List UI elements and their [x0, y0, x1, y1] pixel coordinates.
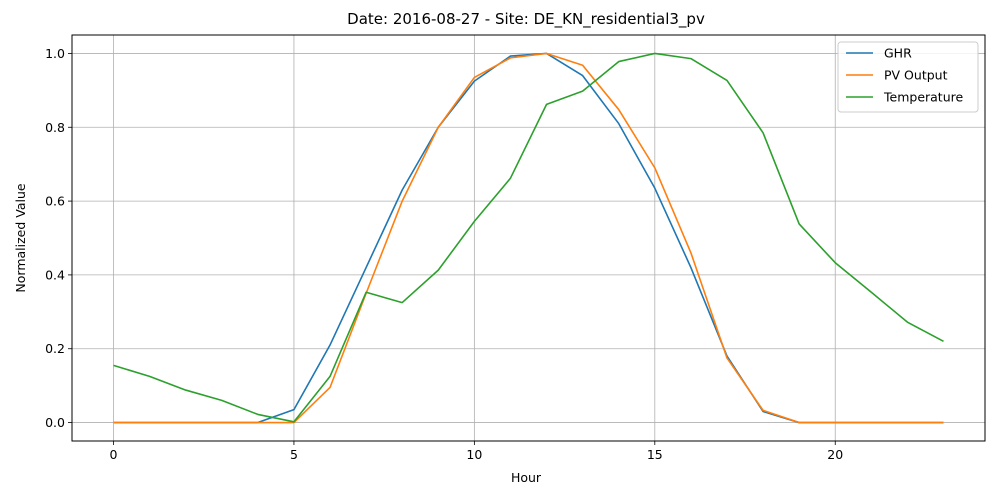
series-lines	[113, 52, 944, 424]
plot-frame	[71, 34, 986, 442]
chart-title: Date: 2016-08-27 - Site: DE_KN_residenti…	[347, 10, 705, 29]
legend-label-ghr: GHR	[884, 46, 912, 61]
series-line-pv-output	[113, 52, 944, 424]
y-tick-label: 0.4	[45, 267, 65, 282]
legend-label-temperature: Temperature	[883, 90, 963, 105]
grid	[72, 35, 985, 441]
x-tick-label: 0	[110, 447, 118, 462]
y-tick-label: 0.6	[45, 194, 65, 209]
y-axis: 0.0 0.2 0.4 0.6 0.8 1.0	[45, 46, 72, 430]
x-tick-label: 10	[466, 447, 482, 462]
x-tick-label: 5	[290, 447, 298, 462]
y-tick-label: 0.2	[45, 341, 65, 356]
x-tick-label: 20	[827, 447, 843, 462]
y-axis-title: Normalized Value	[13, 183, 28, 292]
y-tick-label: 0.8	[45, 120, 65, 135]
series-line-temperature	[113, 52, 944, 423]
legend-label-pv-output: PV Output	[884, 68, 948, 83]
x-axis: 0 5 10 15 20	[110, 441, 843, 462]
legend-box	[837, 41, 979, 113]
y-tick-label: 1.0	[45, 46, 65, 61]
legend: GHR PV Output Temperature	[837, 41, 979, 113]
x-axis-title: Hour	[511, 470, 542, 485]
y-tick-label: 0.0	[45, 415, 65, 430]
x-tick-label: 15	[647, 447, 663, 462]
